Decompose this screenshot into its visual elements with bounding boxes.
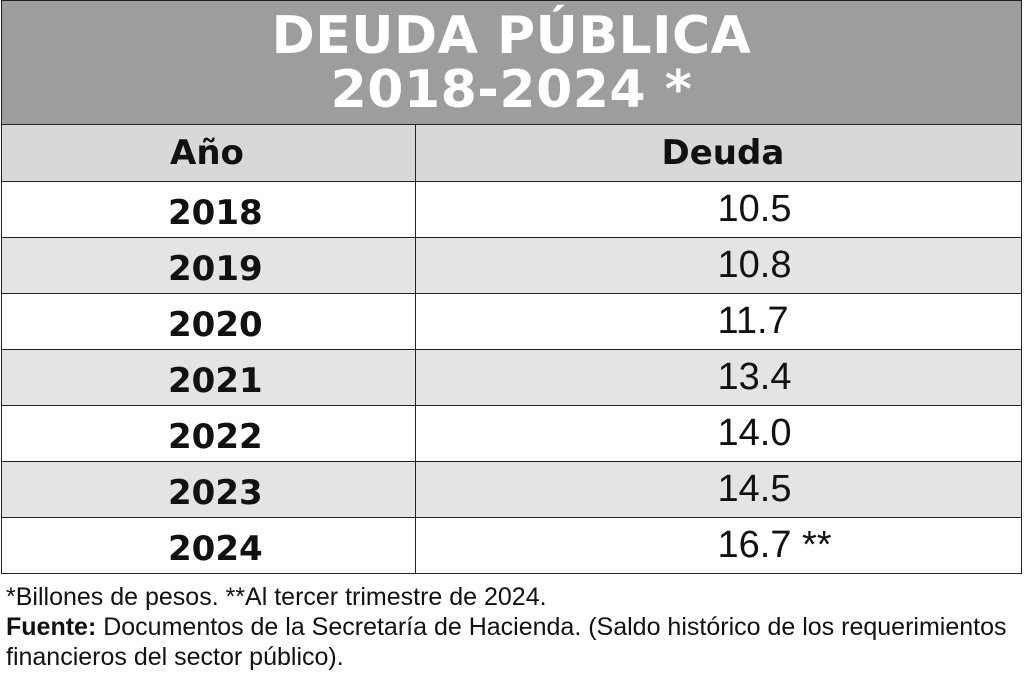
table-row: 2021 13.4 xyxy=(2,348,1021,405)
table-row: 2022 14.0 xyxy=(2,404,1021,461)
debt-value-cell: 10.8 xyxy=(415,236,1021,293)
footer-notes: *Billones de pesos. **Al tercer trimestr… xyxy=(6,582,1018,672)
debt-table-container: DEUDA PÚBLICA 2018-2024 * Año Deuda 2018… xyxy=(1,0,1022,574)
year-cell: 2018 xyxy=(2,180,416,237)
debt-value-cell: 14.5 xyxy=(415,460,1021,517)
table-row: 2019 10.8 xyxy=(2,236,1021,293)
debt-value-cell: 14.0 xyxy=(415,404,1021,461)
column-header-year: Año xyxy=(2,125,416,181)
title-block: DEUDA PÚBLICA 2018-2024 * xyxy=(2,1,1021,125)
table-header-row: Año Deuda xyxy=(2,125,1021,181)
table-row: 2020 11.7 xyxy=(2,292,1021,349)
source-note: Fuente: Documentos de la Secretaría de H… xyxy=(6,612,1018,672)
debt-value-cell: 16.7 ** xyxy=(415,516,1021,573)
year-cell: 2019 xyxy=(2,236,416,293)
column-header-debt: Deuda xyxy=(415,125,1021,181)
year-cell: 2024 xyxy=(2,516,416,573)
chart-title: DEUDA PÚBLICA xyxy=(271,5,752,66)
year-cell: 2022 xyxy=(2,404,416,461)
table-row: 2024 16.7 ** xyxy=(2,516,1021,573)
table-body: 2018 10.5 2019 10.8 2020 11.7 2021 13.4 2022 14.0… xyxy=(2,180,1021,573)
chart-subtitle: 2018-2024 * xyxy=(330,59,693,120)
debt-table: Año Deuda 2018 10.5 2019 10.8 2020 11.7 2021 13… xyxy=(2,125,1021,573)
debt-value-cell: 13.4 xyxy=(415,348,1021,405)
debt-value-cell: 10.5 xyxy=(415,180,1021,237)
source-label: Fuente: xyxy=(6,613,97,641)
debt-value-cell: 11.7 xyxy=(415,292,1021,349)
year-cell: 2020 xyxy=(2,292,416,349)
year-cell: 2023 xyxy=(2,460,416,517)
footnote: *Billones de pesos. **Al tercer trimestr… xyxy=(6,583,547,611)
source-text: Documentos de la Secretaría de Hacienda.… xyxy=(6,613,1007,671)
table-row: 2018 10.5 xyxy=(2,180,1021,237)
year-cell: 2021 xyxy=(2,348,416,405)
table-row: 2023 14.5 xyxy=(2,460,1021,517)
